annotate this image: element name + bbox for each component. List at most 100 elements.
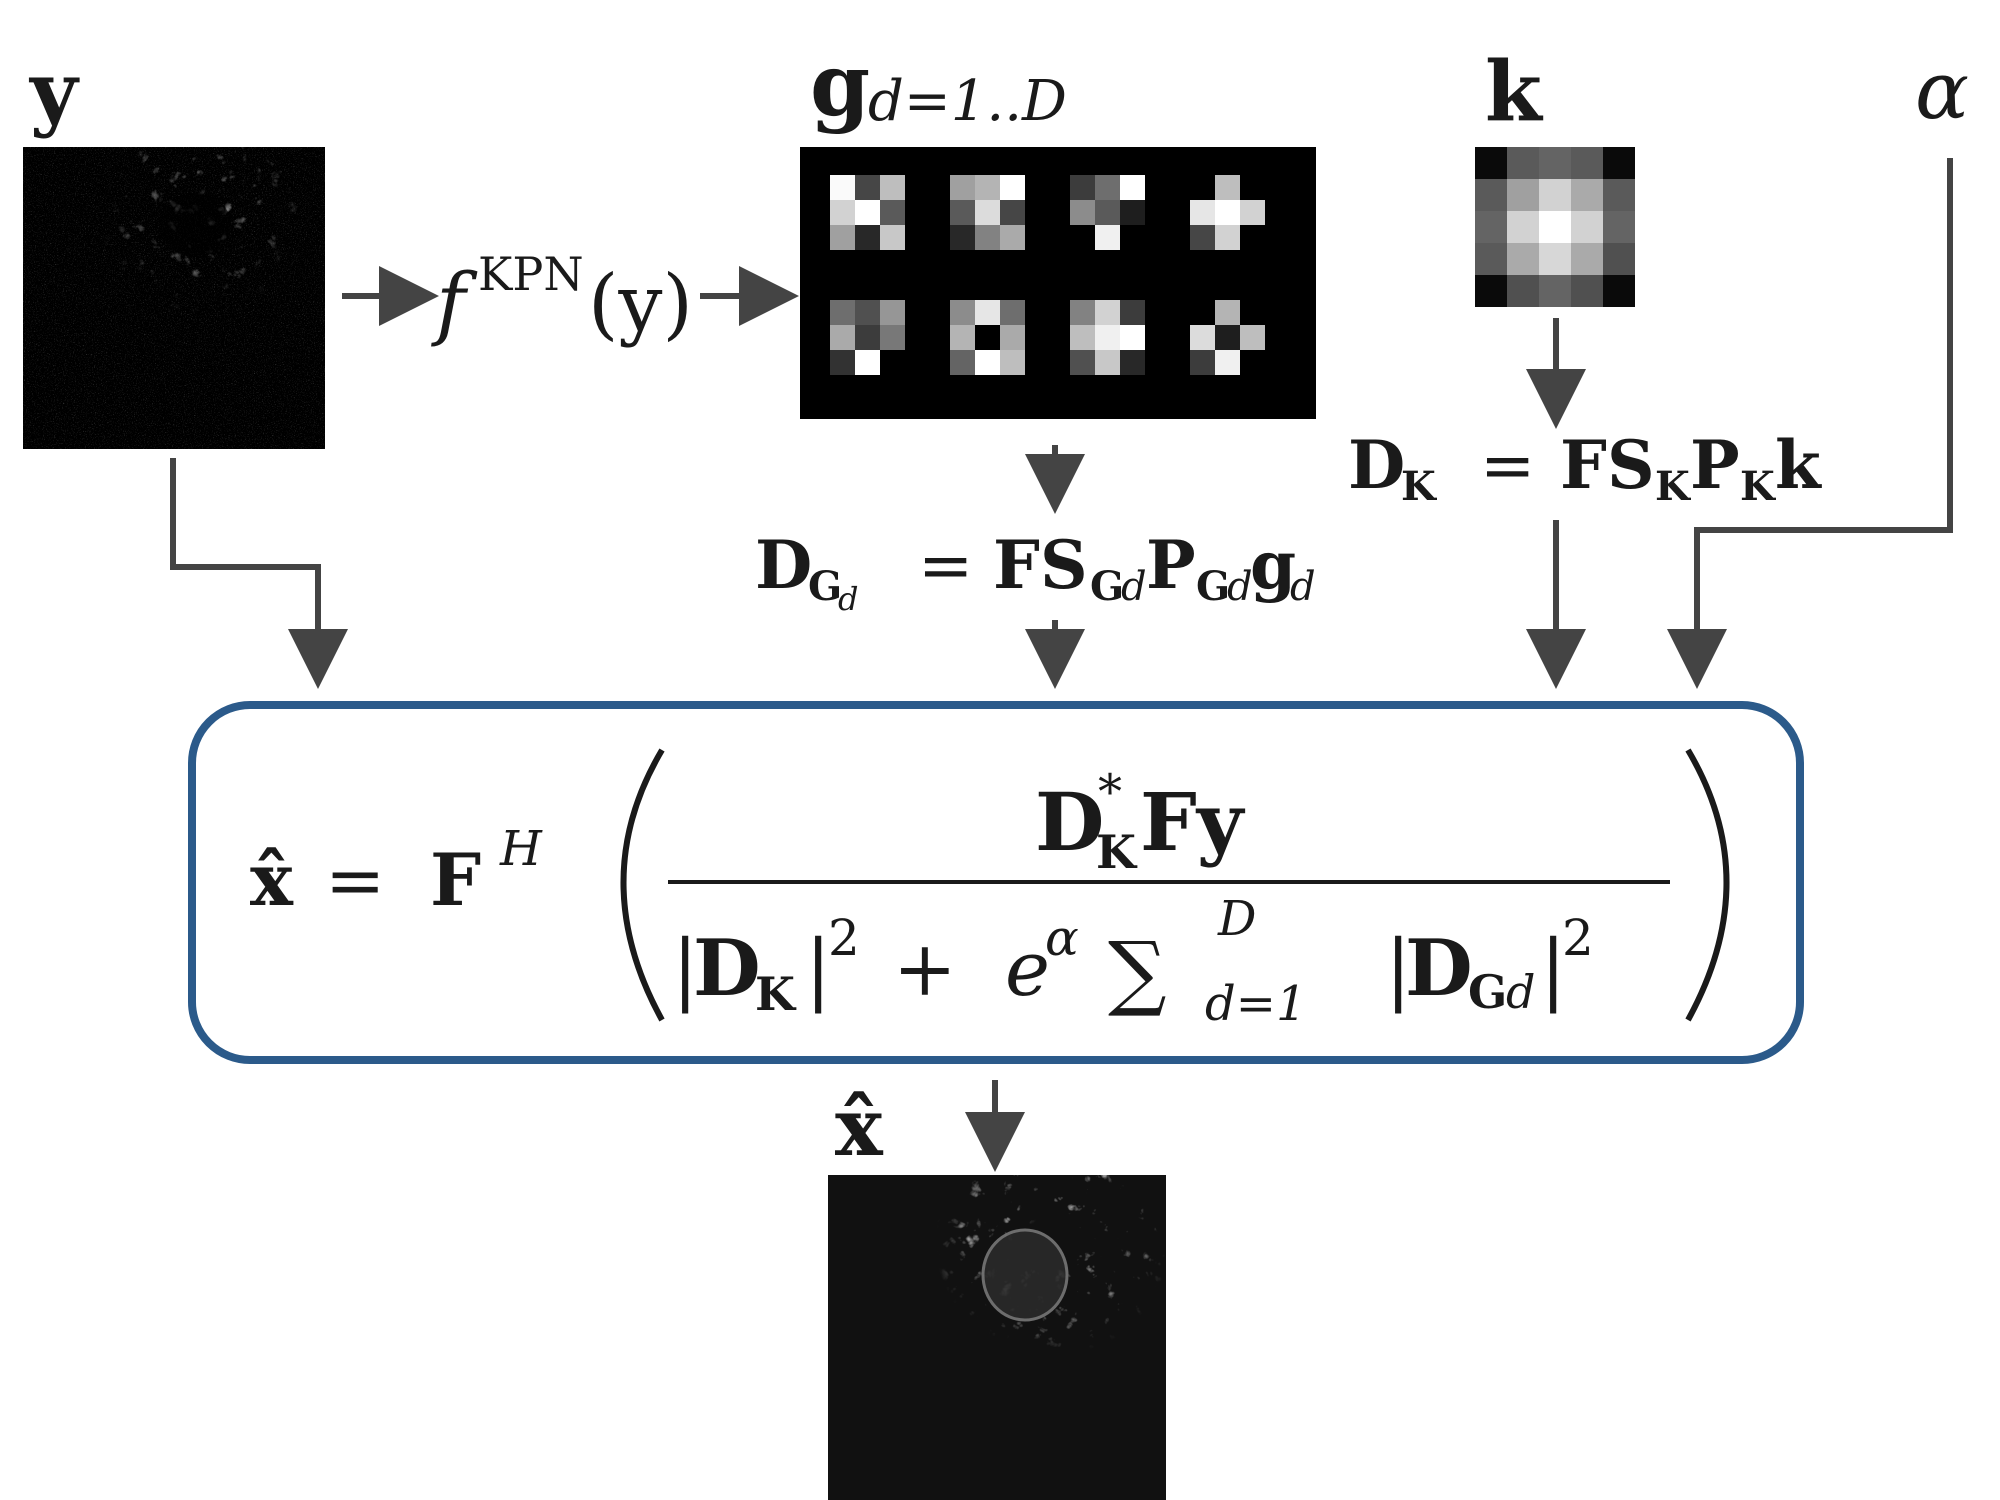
main-right-paren: [1685, 748, 1730, 1022]
kernel-cell: [975, 350, 1000, 375]
psf-cell: [1571, 147, 1603, 179]
kernel-cell: [880, 175, 905, 200]
dk-D-sub: K: [1401, 463, 1437, 510]
den-sum-top: D: [1217, 891, 1256, 947]
den-bar3: |: [1385, 924, 1411, 1014]
kernel-cell: [880, 350, 905, 375]
kernel-cell: [1000, 225, 1025, 250]
num-Fy: Fy: [1140, 775, 1246, 869]
psf-cell: [1507, 275, 1539, 307]
kernel-cell: [830, 325, 855, 350]
kernel-cell: [830, 350, 855, 375]
psf-cell: [1603, 211, 1635, 243]
den-sum-bottom: d=1: [1205, 976, 1306, 1032]
psf-cell: [1571, 275, 1603, 307]
kernel-cell: [880, 300, 905, 325]
psf-cell: [1475, 275, 1507, 307]
dg-g: g: [1250, 526, 1296, 604]
main-F: F: [430, 837, 481, 922]
kernel-cell: [1070, 175, 1095, 200]
kernel-cell: [855, 300, 880, 325]
kernel-cell: [1215, 225, 1240, 250]
label-xhat-output: x̂: [835, 1080, 884, 1174]
kernel-cell: [830, 225, 855, 250]
kernel-cell: [1215, 200, 1240, 225]
kernel-cell: [1240, 300, 1265, 325]
den-D2: D: [1405, 923, 1473, 1014]
kernel-cell: [950, 325, 975, 350]
kernel-cell: [830, 175, 855, 200]
psf-cell: [1507, 211, 1539, 243]
arrows: [170, 158, 1953, 1172]
psf-cell: [1507, 243, 1539, 275]
psf-cell: [1571, 179, 1603, 211]
dg-S-subsub: d: [1121, 564, 1147, 610]
kernel-cell: [975, 175, 1000, 200]
label-k: k: [1485, 44, 1544, 140]
kernel-cell: [1120, 175, 1145, 200]
kernel-cell: [1240, 175, 1265, 200]
kernel-cell: [1215, 175, 1240, 200]
main-left-paren: [620, 748, 665, 1022]
kernel-cell: [975, 300, 1000, 325]
kernel-cell: [950, 350, 975, 375]
den-plus: +: [893, 924, 957, 1013]
kernel-cell: [975, 325, 1000, 350]
den-sq1: 2: [828, 909, 860, 967]
kernel-cell: [1095, 225, 1120, 250]
kernel-cell: [1190, 175, 1215, 200]
dk-S: S: [1607, 426, 1655, 504]
psf-cell: [1475, 211, 1507, 243]
arrow-y-to-box: [170, 458, 348, 689]
dk-P: P: [1690, 426, 1740, 504]
kernel-cell: [830, 200, 855, 225]
num-K: K: [1096, 825, 1138, 879]
kernel-cell: [1190, 300, 1215, 325]
kernel-cell: [1095, 325, 1120, 350]
kernel-cell: [975, 200, 1000, 225]
den-d: d: [1506, 965, 1535, 1019]
dg-P: P: [1146, 526, 1196, 604]
kernel-cell: [1240, 325, 1265, 350]
psf-cells: [1475, 147, 1635, 307]
num-D: D: [1035, 775, 1104, 869]
kernel-cell: [1190, 350, 1215, 375]
dg-D: D: [755, 526, 812, 604]
psf-cell: [1475, 243, 1507, 275]
kernel-cell: [1120, 325, 1145, 350]
kernel-cell: [1240, 200, 1265, 225]
kernel-cell: [1120, 200, 1145, 225]
psf-cell: [1539, 211, 1571, 243]
kernel-cell: [830, 300, 855, 325]
dg-F: F: [993, 526, 1040, 604]
kernel-cell: [1070, 225, 1095, 250]
kernel-cell: [1095, 200, 1120, 225]
psf-cell: [1507, 147, 1539, 179]
kernel-cell: [880, 200, 905, 225]
kernel-cell: [1190, 225, 1215, 250]
dg-S-sub: G: [1090, 563, 1124, 610]
label-g: g d=1..D: [810, 35, 1067, 136]
kernel-cell: [950, 300, 975, 325]
kernel-cell: [1120, 350, 1145, 375]
kernel-cell: [1240, 225, 1265, 250]
kernel-cell: [1070, 200, 1095, 225]
main-lhs: x̂: [250, 837, 294, 922]
main-F-sup: H: [499, 821, 543, 877]
kernel-cell: [1240, 350, 1265, 375]
den-K: K: [755, 967, 797, 1021]
dg-D-sub: G: [808, 563, 842, 610]
dg-S: S: [1040, 526, 1088, 604]
kernel-cell: [855, 175, 880, 200]
kernel-cell: [1095, 300, 1120, 325]
kernel-cell: [975, 225, 1000, 250]
kernel-cell: [1000, 350, 1025, 375]
kernel-cell: [855, 200, 880, 225]
cell-nucleus: [981, 1228, 1069, 1322]
psf-image: [1475, 147, 1635, 307]
num-star: *: [1098, 764, 1122, 820]
dk-eq: =: [1480, 427, 1535, 504]
label-g-sub: d=1..D: [868, 69, 1067, 134]
den-bar4: |: [1540, 924, 1566, 1014]
kernel-cell: [880, 325, 905, 350]
